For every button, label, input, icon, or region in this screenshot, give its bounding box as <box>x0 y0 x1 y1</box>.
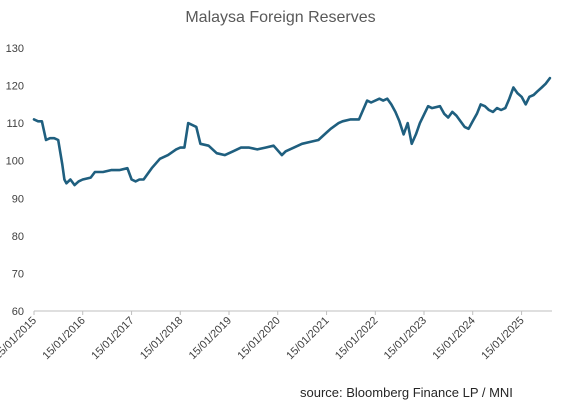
x-tick-label: 15/01/2019 <box>187 315 234 362</box>
x-tick-label: 15/01/2022 <box>333 315 380 362</box>
y-tick-label: 70 <box>12 268 24 280</box>
chart-title: Malaysa Foreign Reserves <box>185 9 376 26</box>
source-note: source: Bloomberg Finance LP / MNI <box>300 385 513 400</box>
y-tick-label: 80 <box>12 231 24 243</box>
x-tick-label: 15/01/2015 <box>0 315 39 362</box>
x-tick-label: 15/01/2020 <box>235 315 282 362</box>
y-tick-label: 100 <box>6 156 24 168</box>
y-tick-label: 120 <box>6 81 24 93</box>
series-line-foreign-reserves <box>32 76 552 187</box>
x-tick-label: 15/01/2024 <box>430 315 477 362</box>
y-axis: 60 70 80 90 100 110 120 130 <box>6 43 24 318</box>
x-tick-label: 15/01/2017 <box>89 315 136 362</box>
x-tick-label: 15/01/2023 <box>382 315 429 362</box>
x-tick-label: 15/01/2016 <box>40 315 87 362</box>
x-tick-label: 15/01/2021 <box>284 315 331 362</box>
y-tick-label: 90 <box>12 193 24 205</box>
x-axis: 15/01/2015 15/01/2016 15/01/2017 15/01/2018… <box>0 310 552 362</box>
y-tick-label: 130 <box>6 43 24 55</box>
x-tick-label: 15/01/2018 <box>138 315 185 362</box>
y-tick-label: 60 <box>12 306 24 318</box>
x-tick-label: 15/01/2025 <box>479 315 526 362</box>
y-tick-label: 110 <box>6 118 24 130</box>
